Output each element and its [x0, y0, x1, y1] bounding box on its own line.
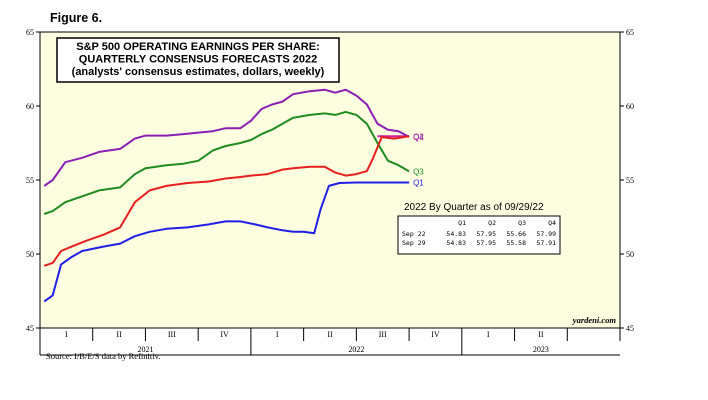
inset-col-header: Q2	[488, 219, 496, 227]
inset-cell-value: 57.91	[536, 239, 556, 247]
title-box	[56, 37, 340, 83]
inset-cell-value: 55.66	[506, 230, 526, 238]
quarter-label: II	[538, 330, 544, 339]
quarter-label: I	[65, 330, 68, 339]
chart-title-line: S&P 500 OPERATING EARNINGS PER SHARE:	[76, 41, 319, 53]
chart-title-line: (analysts' consensus estimates, dollars,…	[72, 66, 325, 78]
series-line-q4	[43, 88, 410, 187]
series-line-q2-alt-	[43, 135, 410, 267]
y-tick-label-left: 45	[26, 324, 34, 333]
source-note: Source: I/B/E/S data by Refinitiv.	[46, 351, 161, 361]
quarter-label: III	[379, 330, 387, 339]
chart-title-line: QUARTERLY CONSENSUS FORECASTS 2022	[79, 54, 317, 66]
inset-cell-value: 57.95	[476, 239, 496, 247]
figure-label: Figure 6.	[50, 11, 103, 25]
y-tick-label-right: 50	[626, 250, 634, 259]
quarter-label: IV	[220, 330, 229, 339]
year-label: 2022	[348, 345, 364, 354]
inset-cell-value: 55.58	[506, 239, 526, 247]
inset-col-header: Q3	[518, 219, 526, 227]
watermark: yardeni.com	[572, 315, 617, 325]
quarter-label: I	[487, 330, 490, 339]
year-label: 2021	[137, 345, 153, 354]
series-label-q3: Q3	[413, 167, 424, 176]
inset-col-header: Q4	[548, 219, 556, 227]
y-tick-label-right: 65	[626, 28, 634, 37]
quarter-label: IV	[431, 330, 440, 339]
series-label-q2: Q2	[413, 132, 424, 141]
quarter-label: I	[276, 330, 279, 339]
year-label: 2023	[533, 345, 549, 354]
inset-row-date: Sep 29	[402, 239, 426, 247]
y-tick-label-left: 55	[26, 176, 34, 185]
inset-title: 2022 By Quarter as of 09/29/22	[404, 202, 544, 213]
inset-row-date: Sep 22	[402, 230, 426, 238]
y-tick-label-left: 50	[26, 250, 34, 259]
inset-col-header: Q1	[458, 219, 466, 227]
quarter-label: II	[327, 330, 333, 339]
inset-table	[397, 215, 561, 255]
inset-cell-value: 54.83	[446, 230, 466, 238]
inset-cell-value: 57.95	[476, 230, 496, 238]
series-label-q1: Q1	[413, 179, 424, 188]
series-line-q3	[43, 110, 410, 215]
y-tick-label-right: 45	[626, 324, 634, 333]
y-tick-label-left: 65	[26, 28, 34, 37]
quarter-label: II	[116, 330, 122, 339]
y-tick-label-right: 55	[626, 176, 634, 185]
y-tick-label-right: 60	[626, 102, 634, 111]
inset-cell-value: 54.83	[446, 239, 466, 247]
series-line-q1	[43, 181, 410, 303]
series-label-q4: Q4	[413, 133, 424, 142]
y-tick-label-left: 60	[26, 102, 34, 111]
inset-cell-value: 57.99	[536, 230, 556, 238]
quarter-label: III	[168, 330, 176, 339]
